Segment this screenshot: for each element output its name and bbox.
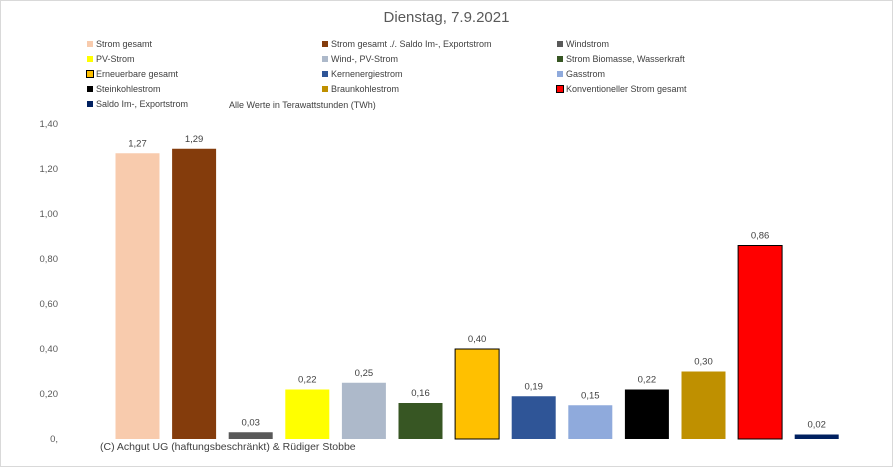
chart-title: Dienstag, 7.9.2021	[383, 9, 510, 26]
legend-item: Steinkohlestrom	[87, 84, 161, 94]
legend-label: Strom gesamt ./. Saldo Im-, Exportstrom	[331, 39, 492, 49]
data-label: 0,16	[411, 388, 430, 399]
legend-item: Kernenergiestrom	[322, 69, 403, 79]
legend-item: Strom gesamt ./. Saldo Im-, Exportstrom	[322, 39, 492, 49]
y-tick-label: 0,40	[40, 344, 59, 355]
legend-label: Steinkohlestrom	[96, 84, 161, 94]
unit-note: Alle Werte in Terawattstunden (TWh)	[229, 100, 376, 110]
data-label: 0,02	[807, 420, 826, 431]
bar	[228, 432, 273, 439]
bar	[398, 403, 443, 439]
data-label: 0,22	[298, 375, 317, 386]
legend-item: Strom Biomasse, Wasserkraft	[557, 54, 685, 64]
legend-label: Strom Biomasse, Wasserkraft	[566, 54, 685, 64]
legend-swatch	[557, 40, 563, 47]
legend-label: Kernenergiestrom	[331, 69, 403, 79]
legend-swatch	[322, 55, 328, 62]
legend-label: Saldo Im-, Exportstrom	[96, 99, 189, 109]
data-label: 0,15	[581, 390, 600, 401]
legend-label: Gasstrom	[566, 69, 606, 79]
y-tick-label: 1,40	[40, 119, 59, 130]
legend-item: Gasstrom	[557, 69, 605, 79]
legend-swatch	[322, 70, 328, 77]
legend-label: Konventioneller Strom gesamt	[566, 84, 687, 94]
y-tick-label: 0,	[50, 434, 58, 445]
legend-item: Windstrom	[557, 39, 609, 49]
data-label: 0,22	[638, 375, 657, 386]
bar	[511, 396, 556, 439]
bar	[737, 245, 783, 440]
y-tick-label: 1,20	[40, 164, 59, 175]
bar	[568, 405, 613, 439]
data-label: 0,03	[241, 417, 260, 428]
bar	[115, 153, 160, 439]
legend-item: Strom gesamt	[87, 39, 152, 49]
legend-item: Erneuerbare gesamt	[86, 69, 179, 79]
legend-swatch	[322, 40, 328, 47]
legend-label: Strom gesamt	[96, 39, 153, 49]
legend-item: PV-Strom	[87, 54, 135, 64]
bar	[341, 382, 386, 439]
legend-swatch	[87, 40, 93, 47]
legend-swatch	[557, 55, 563, 62]
y-tick-label: 0,80	[40, 254, 59, 265]
y-tick-label: 0,60	[40, 299, 59, 310]
legend-swatch	[556, 84, 564, 93]
bar	[172, 148, 217, 439]
legend-swatch	[87, 100, 93, 107]
legend-swatch	[87, 85, 93, 92]
data-label: 1,27	[128, 138, 147, 149]
legend-label: Wind-, PV-Strom	[331, 54, 399, 64]
data-label: 0,86	[751, 231, 770, 242]
legend-label: Erneuerbare gesamt	[96, 69, 179, 79]
bar	[681, 371, 726, 439]
legend-swatch	[557, 70, 563, 77]
bar	[624, 389, 669, 439]
legend-item: Wind-, PV-Strom	[322, 54, 398, 64]
data-label: 0,40	[468, 334, 487, 345]
legend-swatch	[322, 85, 328, 92]
legend-item: Braunkohlestrom	[322, 84, 399, 94]
legend-item: Saldo Im-, Exportstrom	[87, 99, 188, 109]
data-label: 1,29	[185, 134, 204, 145]
legend-item: Konventioneller Strom gesamt	[556, 84, 687, 94]
legend-swatch	[87, 55, 93, 62]
legend-label: Braunkohlestrom	[331, 84, 400, 94]
bar	[285, 389, 330, 439]
copyright-text: (C) Achgut UG (haftungsbeschränkt) & Rüd…	[100, 441, 356, 453]
y-tick-label: 0,20	[40, 389, 59, 400]
y-tick-label: 1,00	[40, 209, 59, 220]
data-label: 0,25	[355, 368, 374, 379]
bar	[794, 434, 839, 439]
bar	[454, 348, 500, 440]
data-label: 0,19	[524, 381, 543, 392]
legend-label: Windstrom	[566, 39, 610, 49]
legend-label: PV-Strom	[96, 54, 135, 64]
legend-swatch	[86, 69, 94, 78]
data-label: 0,30	[694, 357, 713, 368]
